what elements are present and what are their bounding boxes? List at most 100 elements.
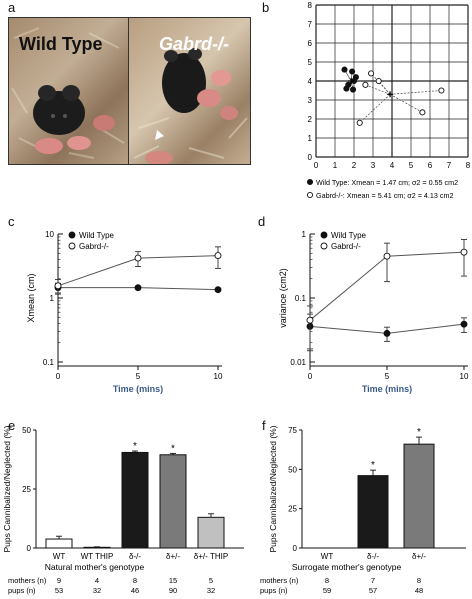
legend-marker <box>320 231 328 239</box>
table-cell: 57 <box>369 586 377 595</box>
x-tick-label: 7 <box>447 161 452 170</box>
y-axis-label: Pups Cannibalized/Neglected (%) <box>268 425 278 552</box>
table-row-name: mothers (n) <box>8 576 47 585</box>
wild-type-point <box>134 284 142 292</box>
wild-type-point <box>341 66 348 73</box>
y-tick-label: 5 <box>308 58 313 67</box>
significance-marker: * <box>371 460 375 471</box>
y-tick-label: 0 <box>308 153 313 162</box>
gabrd-point <box>306 316 314 324</box>
x-tick-label: 0 <box>314 161 319 170</box>
bar <box>403 443 435 549</box>
wild-type-photo: Wild Type <box>8 17 129 165</box>
table-cell: 9 <box>57 576 61 585</box>
x-axis-label: Time (mins) <box>362 384 412 394</box>
panel-c-label: c <box>8 214 15 229</box>
x-tick-label: 0 <box>56 372 61 381</box>
y-tick-label: 8 <box>308 1 313 10</box>
gabrd-point <box>383 252 391 260</box>
table-cell: 8 <box>325 576 329 585</box>
x-tick-label: 5 <box>409 161 414 170</box>
category-label: δ+/- <box>412 552 426 561</box>
connector-line <box>365 84 391 95</box>
category-label: δ-/- <box>129 552 141 561</box>
x-tick-label: 10 <box>460 372 469 381</box>
y-tick-label: 4 <box>308 77 313 86</box>
y-tick-label: 7 <box>308 20 313 29</box>
wild-type-point <box>352 74 359 81</box>
wild-type-photo-art <box>11 27 125 159</box>
center-mark <box>387 91 394 98</box>
panel-b-label: b <box>262 0 270 15</box>
category-label: WT THIP <box>81 552 114 561</box>
chart-e: 0 25 50 Pups Cannibalized/Neglected (%) WT WT… <box>2 425 244 595</box>
gabrd-point <box>419 109 426 116</box>
gabrd-point <box>460 248 468 256</box>
x-tick-label: 5 <box>385 372 390 381</box>
x-axis-label: Time (mins) <box>113 384 163 394</box>
y-axis-label: Xmean (cm) <box>26 273 36 322</box>
y-tick-label: 75 <box>288 426 297 435</box>
y-tick-label: 3 <box>308 96 313 105</box>
x-tick-label: 4 <box>390 161 395 170</box>
wild-type-point <box>460 320 468 328</box>
y-tick-label: 2 <box>308 115 313 124</box>
gabrd-point <box>214 252 222 260</box>
bar <box>45 538 73 549</box>
table-row-name: mothers (n) <box>260 576 299 585</box>
table-cell: 59 <box>323 586 331 595</box>
table-cell: 15 <box>169 576 177 585</box>
legend-marker <box>306 178 314 186</box>
bar <box>159 454 187 549</box>
x-tick-label: 10 <box>214 372 223 381</box>
gabrd-point <box>356 119 363 126</box>
category-label: WT <box>53 552 66 561</box>
legend-text: Wild Type <box>79 231 115 240</box>
y-tick-label: 0.01 <box>290 358 306 367</box>
y-tick-label: 1 <box>50 294 55 303</box>
table-cell: 32 <box>207 586 215 595</box>
y-tick-label: 1 <box>308 134 313 143</box>
y-tick-label: 25 <box>288 505 297 514</box>
legend-text: Wild Type: Xmean = 1.47 cm; σ2 = 0.55 cm… <box>316 178 458 187</box>
significance-marker: * <box>417 427 421 438</box>
y-axis-label: variance (cm2) <box>278 268 288 328</box>
y-tick-label: 50 <box>288 465 297 474</box>
y-tick-label: 6 <box>308 39 313 48</box>
table-cell: 8 <box>133 576 137 585</box>
gabrd-point <box>362 81 369 88</box>
x-tick-label: 1 <box>333 161 338 170</box>
significance-marker: * <box>171 443 175 454</box>
legend-text: Gabrd-/- <box>331 242 361 251</box>
table-cell: 7 <box>371 576 375 585</box>
legend-marker <box>68 242 76 250</box>
bar <box>197 516 225 549</box>
panel-a-label: a <box>8 0 16 15</box>
y-tick-label: 0.1 <box>43 358 55 367</box>
bar <box>357 475 389 549</box>
table-row-name: pups (n) <box>8 586 36 595</box>
gabrd-point <box>54 282 62 290</box>
y-axis-label: Pups Cannibalized/Neglected (%) <box>2 425 12 552</box>
y-tick-label: 1 <box>302 230 307 239</box>
y-tick-label: 0.1 <box>295 294 307 303</box>
gabrd-ko-photo: Gabrd-/- <box>128 17 251 165</box>
legend-marker <box>320 242 328 250</box>
gabrd-point <box>368 70 375 77</box>
x-tick-label: 6 <box>428 161 433 170</box>
x-tick-label: 2 <box>352 161 357 170</box>
y-tick-label: 0 <box>293 544 298 553</box>
category-label: δ+/- <box>166 552 180 561</box>
gabrd-point <box>438 87 445 94</box>
table-cell: 46 <box>131 586 139 595</box>
gabrd-point <box>375 77 382 85</box>
gabrd-ko-photo-art <box>133 48 248 164</box>
table-cell: 48 <box>415 586 423 595</box>
wild-type-point <box>214 286 222 294</box>
table-cell: 4 <box>95 576 99 585</box>
y-tick-label: 10 <box>45 230 54 239</box>
connector-line <box>390 90 442 95</box>
x-tick-label: 5 <box>136 372 141 381</box>
x-axis-label: Surrogate mother's genotype <box>292 562 402 572</box>
chart-b: 0 1 2 3 4 5 6 7 8 0 1 2 3 4 5 6 7 8 Wild Type: Xmean = 1.4… <box>306 1 471 200</box>
